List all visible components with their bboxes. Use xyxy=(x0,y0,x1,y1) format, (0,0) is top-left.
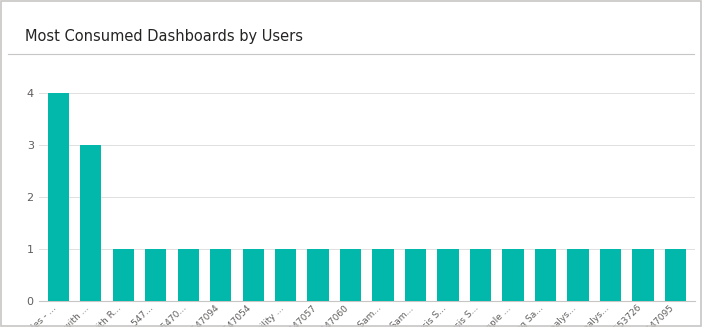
Bar xyxy=(178,249,199,301)
Bar xyxy=(112,249,133,301)
Bar xyxy=(80,145,101,301)
Bar xyxy=(470,249,491,301)
Bar xyxy=(665,249,686,301)
Bar xyxy=(48,93,69,301)
Bar xyxy=(600,249,621,301)
Bar xyxy=(535,249,556,301)
Bar xyxy=(340,249,361,301)
Bar xyxy=(275,249,296,301)
Bar xyxy=(242,249,264,301)
Bar xyxy=(503,249,524,301)
Bar xyxy=(437,249,458,301)
Bar xyxy=(210,249,231,301)
Bar xyxy=(405,249,426,301)
Text: Most Consumed Dashboards by Users: Most Consumed Dashboards by Users xyxy=(25,29,303,44)
Bar xyxy=(373,249,394,301)
Bar xyxy=(567,249,588,301)
Bar xyxy=(633,249,654,301)
Bar xyxy=(145,249,166,301)
Bar xyxy=(307,249,329,301)
